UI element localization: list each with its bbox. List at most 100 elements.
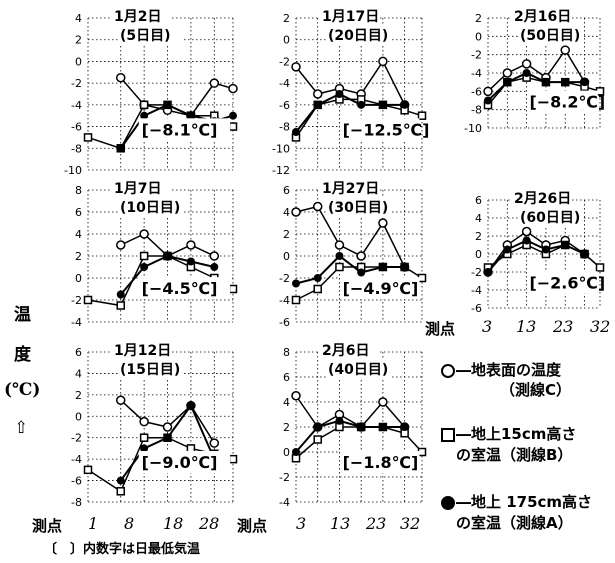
point-175cm	[140, 444, 149, 453]
title-bg	[110, 340, 172, 359]
point-15cm	[139, 433, 149, 442]
subtitle-bg	[518, 26, 582, 44]
chart-title: 1月27日	[322, 181, 379, 197]
point-ground	[115, 395, 126, 405]
point-175cm	[561, 241, 570, 249]
chart-subtitle: (15日目)	[120, 362, 180, 378]
point-175cm	[292, 279, 300, 288]
point-15cm	[116, 301, 125, 310]
point-175cm	[116, 144, 125, 153]
point-175cm	[541, 245, 550, 254]
y-tick-label: 2	[283, 12, 290, 25]
y-tick-label: 2	[75, 250, 82, 263]
y-tick-label: -4	[279, 496, 290, 509]
chart-title: 1月7日	[114, 181, 161, 197]
y-tick-label: 6	[283, 184, 290, 197]
chart-title: 1月2日	[114, 9, 161, 25]
chart-subtitle: (5日目)	[120, 28, 171, 44]
title-bg	[510, 6, 572, 25]
min-temp-label: [−8.1℃]	[142, 120, 218, 139]
point-ground	[291, 207, 301, 217]
legend-open-square-icon	[441, 428, 455, 442]
y-tick-label: -4	[71, 316, 82, 329]
y-tick-label: -12	[272, 164, 290, 177]
point-ground	[291, 391, 301, 401]
chart-title: 2月26日	[514, 191, 571, 207]
y-tick-label: 4	[75, 228, 82, 241]
chart-subtitle: (40日目)	[328, 362, 388, 378]
y-tick-label: 0	[283, 250, 290, 263]
point-175cm	[292, 448, 300, 456]
chart-subtitle: (10日目)	[120, 200, 180, 216]
title-bg	[318, 178, 380, 197]
y-tick-label: 2	[475, 12, 482, 25]
y-tick-label: -2	[71, 77, 82, 90]
panel-2: 2 0 -2 -4 -6 -8 -10 2月16日 (50日目) [−8.2℃]	[464, 6, 605, 135]
y-tick-label: 4	[75, 12, 82, 25]
y-tick-label: 8	[75, 184, 82, 197]
title-bg	[110, 6, 172, 25]
y-tick-label: -6	[471, 302, 482, 315]
point-15cm	[116, 487, 125, 496]
y-tick-label: 4	[283, 206, 290, 219]
min-temp-label: [−9.0℃]	[142, 453, 218, 472]
x-tick-col3-2: 23	[553, 317, 574, 336]
point-175cm	[140, 111, 149, 120]
series-line	[487, 239, 585, 273]
point-175cm	[313, 100, 322, 109]
point-ground	[228, 83, 238, 94]
y-tick-label: -2	[71, 294, 82, 307]
point-175cm	[186, 257, 195, 266]
point-175cm	[400, 100, 409, 109]
x-tick-col1-3: 28	[199, 514, 220, 533]
y-tick-label: -4	[279, 294, 290, 307]
min-temp-bg	[527, 271, 598, 294]
y-tick-label: 0	[75, 55, 82, 68]
y-axis-label-unit: (℃)	[4, 380, 41, 400]
point-175cm	[116, 476, 125, 485]
point-15cm	[228, 454, 238, 464]
point-ground	[560, 45, 570, 55]
point-175cm	[357, 423, 366, 431]
point-ground	[356, 251, 366, 261]
x-tick-col3-0: 3	[482, 317, 493, 336]
y-tick-label: -6	[71, 475, 82, 488]
y-tick-label: 8	[283, 346, 290, 359]
y-tick-label: 2	[75, 34, 82, 47]
x-tick-col2-1: 13	[330, 514, 351, 533]
point-15cm	[417, 273, 427, 283]
y-tick-label: -8	[471, 104, 482, 117]
point-ground	[209, 78, 220, 88]
point-ground	[334, 240, 345, 250]
y-tick-label: -10	[64, 164, 82, 177]
subtitle-bg	[118, 360, 182, 378]
x-tick-col1-1: 8	[124, 514, 135, 533]
panel-1: 2 0 -2 -4 -6 -8 -10 -12 1月17日 (20日目) [−12.5℃]	[272, 6, 430, 177]
point-ground	[378, 397, 388, 407]
legend-item-ground-line1: ―地表面の温度	[456, 361, 562, 379]
y-axis-label-temp-2: 度	[14, 345, 31, 365]
point-175cm	[292, 128, 300, 136]
legend-item-175cm-line1: ―地上 175cm高さ	[456, 493, 593, 511]
y-tick-label: -2	[279, 471, 290, 484]
point-15cm	[83, 295, 93, 305]
x-axis-label-col2: 測点	[237, 517, 268, 535]
point-175cm	[313, 274, 322, 282]
series-line	[487, 48, 586, 92]
min-temp-label: [−1.8℃]	[343, 453, 419, 472]
y-tick-label: 4	[75, 367, 82, 380]
point-175cm	[561, 78, 570, 87]
legend-item-ground-line2: （測線C）	[500, 381, 572, 399]
y-tick-label: -4	[71, 453, 82, 466]
min-temp-label: [−2.6℃]	[529, 273, 605, 292]
y-tick-label: 2	[475, 230, 482, 243]
y-tick-label: -10	[272, 142, 290, 155]
title-bg	[510, 188, 572, 207]
subtitle-bg	[326, 360, 390, 378]
y-tick-label: -4	[279, 77, 290, 90]
y-tick-label: 0	[75, 410, 82, 423]
point-15cm	[313, 284, 322, 294]
y-tick-label: -2	[471, 49, 482, 62]
series-line	[487, 230, 585, 273]
